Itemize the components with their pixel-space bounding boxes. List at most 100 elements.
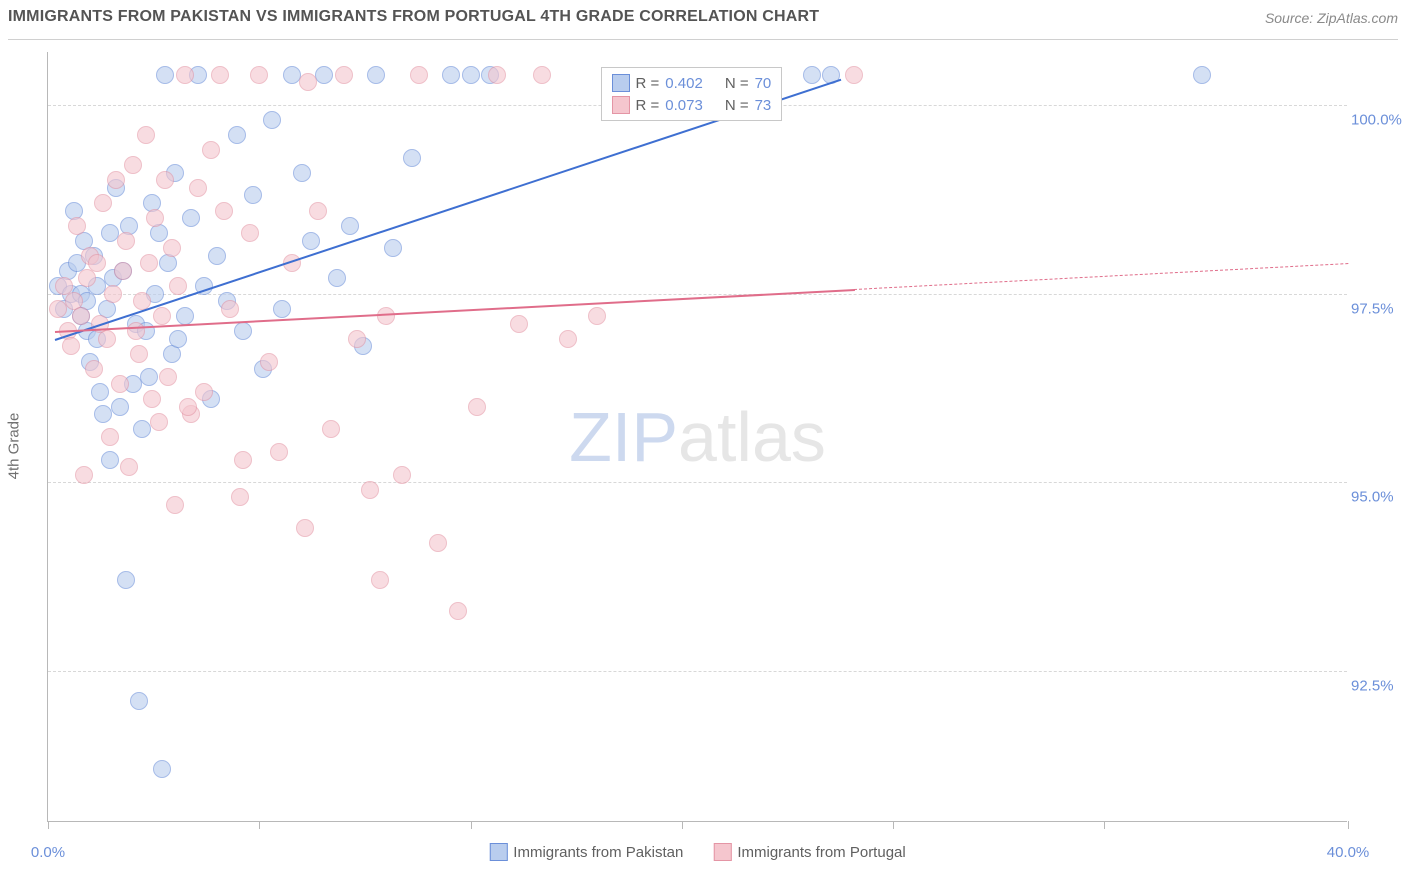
scatter-point [143,390,161,408]
scatter-point [211,66,229,84]
gridline [48,671,1347,672]
scatter-point [98,330,116,348]
scatter-point [202,141,220,159]
scatter-point [302,232,320,250]
legend-bottom: Immigrants from Pakistan Immigrants from … [489,843,905,861]
scatter-point [361,481,379,499]
scatter-point [127,322,145,340]
scatter-point [215,202,233,220]
scatter-point [94,194,112,212]
scatter-point [588,307,606,325]
scatter-point [85,360,103,378]
scatter-point [120,458,138,476]
scatter-point [208,247,226,265]
gridline [48,294,1347,295]
scatter-point [176,66,194,84]
x-tick [1348,821,1349,829]
scatter-point [403,149,421,167]
scatter-point [296,519,314,537]
scatter-point [234,451,252,469]
scatter-point [488,66,506,84]
scatter-point [393,466,411,484]
scatter-point [533,66,551,84]
scatter-point [429,534,447,552]
scatter-point [244,186,262,204]
scatter-point [260,353,278,371]
legend-item: Immigrants from Pakistan [489,843,683,861]
scatter-point [270,443,288,461]
scatter-point [169,330,187,348]
scatter-point [845,66,863,84]
scatter-point [78,269,96,287]
scatter-point [462,66,480,84]
scatter-point [559,330,577,348]
legend-item: Immigrants from Portugal [713,843,905,861]
legend-swatch [612,96,630,114]
scatter-point [176,307,194,325]
source-name: ZipAtlas.com [1317,10,1398,26]
scatter-point [140,368,158,386]
scatter-point [49,300,67,318]
scatter-point [263,111,281,129]
scatter-point [234,322,252,340]
scatter-point [75,466,93,484]
scatter-point [179,398,197,416]
legend-series-name: Immigrants from Pakistan [513,844,683,861]
scatter-point [101,451,119,469]
legend-n-label: N = [725,75,749,92]
x-tick [48,821,49,829]
scatter-point [195,383,213,401]
legend-swatch [612,74,630,92]
x-tick [259,821,260,829]
scatter-point [299,73,317,91]
scatter-point [250,66,268,84]
watermark: ZIPatlas [569,397,826,477]
scatter-point [189,179,207,197]
watermark-zip: ZIP [569,398,678,476]
y-tick-label: 95.0% [1351,489,1397,506]
scatter-point [150,413,168,431]
scatter-point [130,692,148,710]
scatter-point [68,217,86,235]
scatter-point [146,209,164,227]
scatter-point [384,239,402,257]
legend-swatch [713,843,731,861]
scatter-point [104,285,122,303]
scatter-point [367,66,385,84]
scatter-point [114,262,132,280]
scatter-point [449,602,467,620]
scatter-point [156,66,174,84]
scatter-point [159,368,177,386]
scatter-point [124,156,142,174]
legend-row: R = 0.073N = 73 [612,94,772,116]
scatter-point [803,66,821,84]
scatter-point [348,330,366,348]
legend-r-value: 0.073 [665,97,703,114]
scatter-point [94,405,112,423]
scatter-point [163,239,181,257]
chart-source: Source: ZipAtlas.com [1265,10,1398,26]
legend-r-label: R = [636,97,660,114]
scatter-point [231,488,249,506]
legend-row: R = 0.402N = 70 [612,72,772,94]
scatter-point [159,254,177,272]
scatter-point [166,496,184,514]
scatter-point [169,277,187,295]
scatter-point [88,254,106,272]
scatter-point [153,307,171,325]
trend-line [54,289,854,333]
scatter-point [328,269,346,287]
scatter-point [1193,66,1211,84]
scatter-point [228,126,246,144]
scatter-point [140,254,158,272]
y-axis-label: 4th Grade [6,413,23,480]
legend-n-value: 70 [755,75,772,92]
scatter-point [101,428,119,446]
legend-top: R = 0.402N = 70R = 0.073N = 73 [601,67,783,121]
x-tick [682,821,683,829]
scatter-point [133,420,151,438]
scatter-point [156,171,174,189]
x-tick-label: 40.0% [1327,844,1370,861]
legend-series-name: Immigrants from Portugal [737,844,905,861]
scatter-point [293,164,311,182]
